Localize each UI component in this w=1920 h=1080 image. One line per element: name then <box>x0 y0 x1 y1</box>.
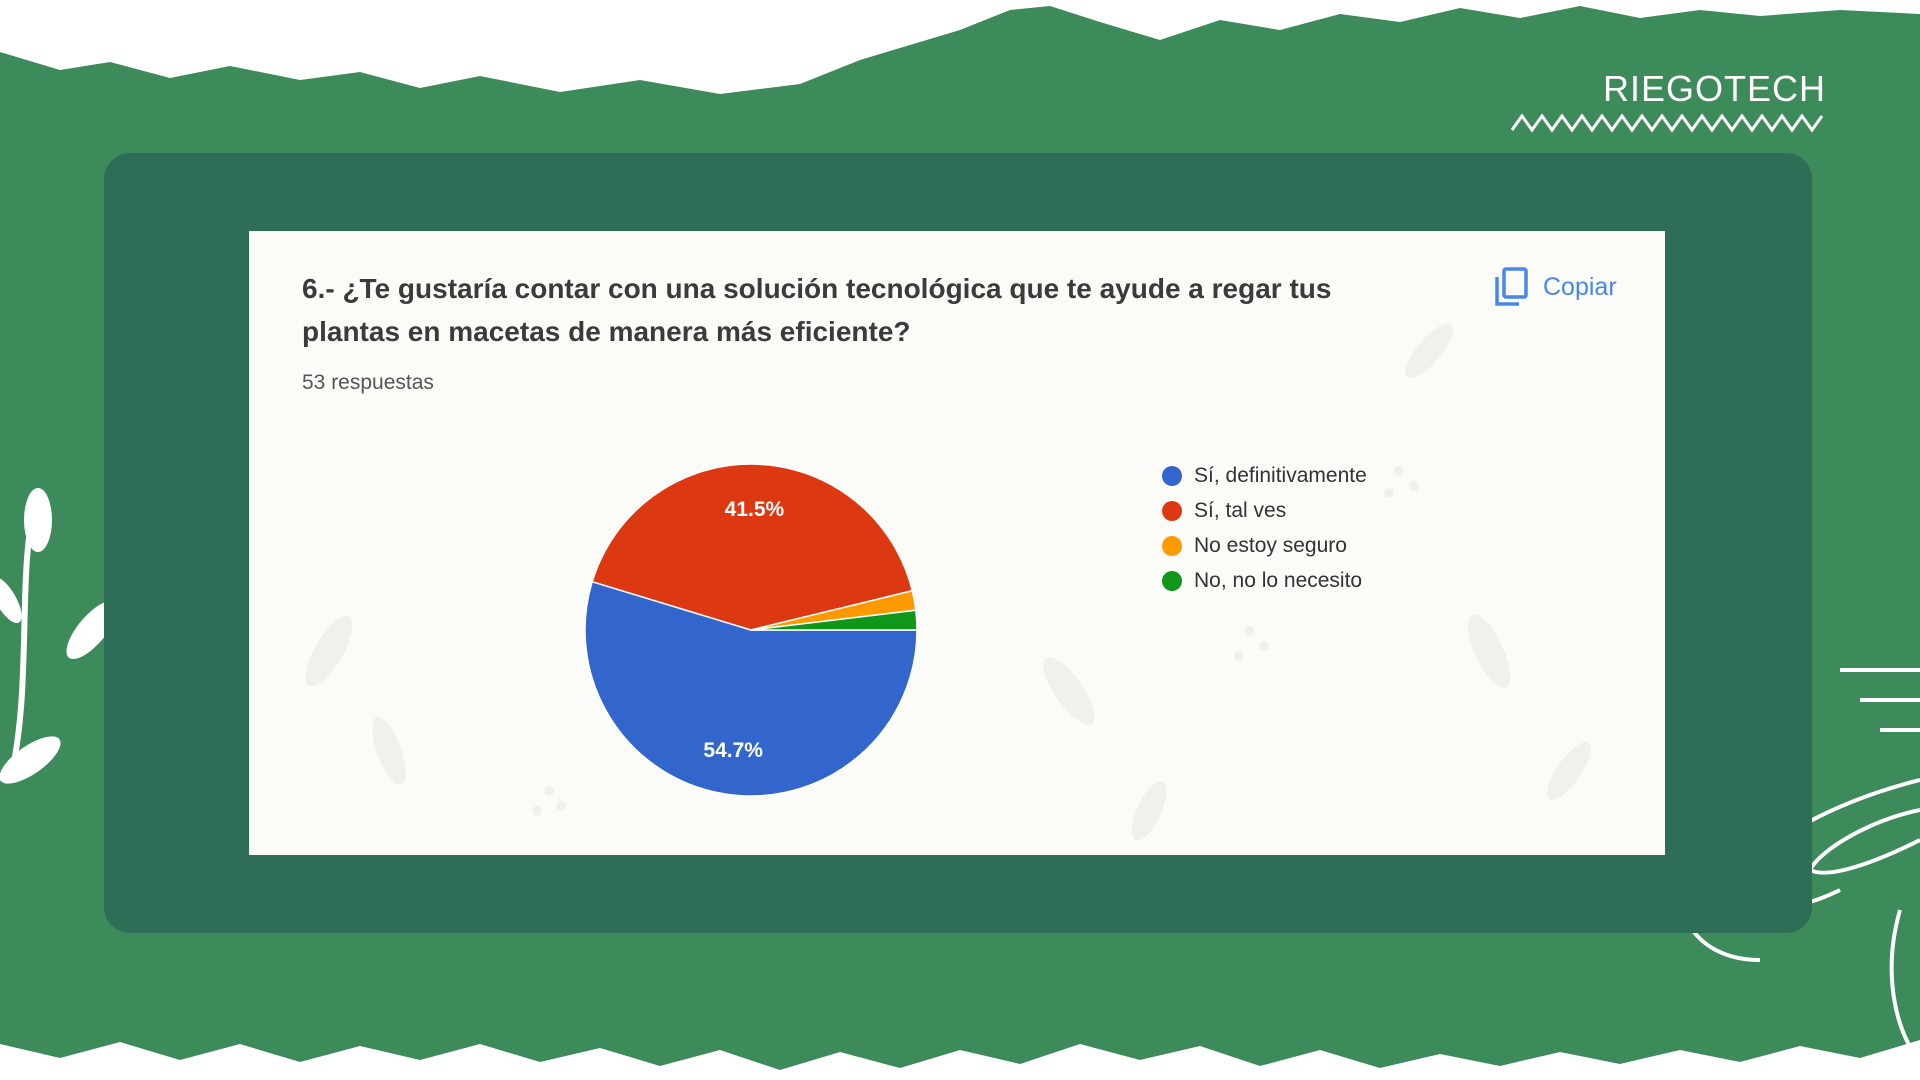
legend-label-1: Sí, definitivamente <box>1194 463 1367 487</box>
brand-wave-decoration <box>1510 113 1824 133</box>
legend-item-1: Sí, definitivamente <box>1162 458 1367 493</box>
legend-label-2: Sí, tal ves <box>1194 498 1287 522</box>
pie-label-2: 41.5% <box>725 498 785 521</box>
chart-legend: Sí, definitivamente Sí, tal ves No estoy s… <box>1162 458 1367 598</box>
response-count: 53 respuestas <box>302 371 434 394</box>
legend-label-3: No estoy seguro <box>1194 533 1347 557</box>
copy-icon <box>1495 267 1528 306</box>
legend-item-3: No estoy seguro <box>1162 528 1367 563</box>
legend-label-4: No, no lo necesito <box>1194 568 1363 592</box>
question-title: 6.- ¿Te gustaría contar con una solución… <box>302 273 1332 347</box>
survey-card: 6.- ¿Te gustaría contar con una solución… <box>249 231 1665 855</box>
pie-slice-2 <box>591 463 914 631</box>
legend-dot-1 <box>1162 465 1182 486</box>
legend-dot-2 <box>1162 500 1182 521</box>
pie-chart: 54.7% 41.5% <box>584 463 918 797</box>
pie-slice-4 <box>750 609 918 631</box>
copy-button[interactable]: Copiar <box>1493 265 1617 309</box>
legend-dot-4 <box>1162 570 1182 591</box>
legend-dot-3 <box>1162 535 1182 556</box>
pie-label-1: 54.7% <box>703 739 763 762</box>
copy-label: Copiar <box>1543 272 1617 301</box>
legend-item-2: Sí, tal ves <box>1162 493 1367 528</box>
legend-item-4: No, no lo necesito <box>1162 563 1367 598</box>
brand-name: RIEGOTECH <box>1602 68 1826 109</box>
pie-slice-1 <box>584 580 918 797</box>
